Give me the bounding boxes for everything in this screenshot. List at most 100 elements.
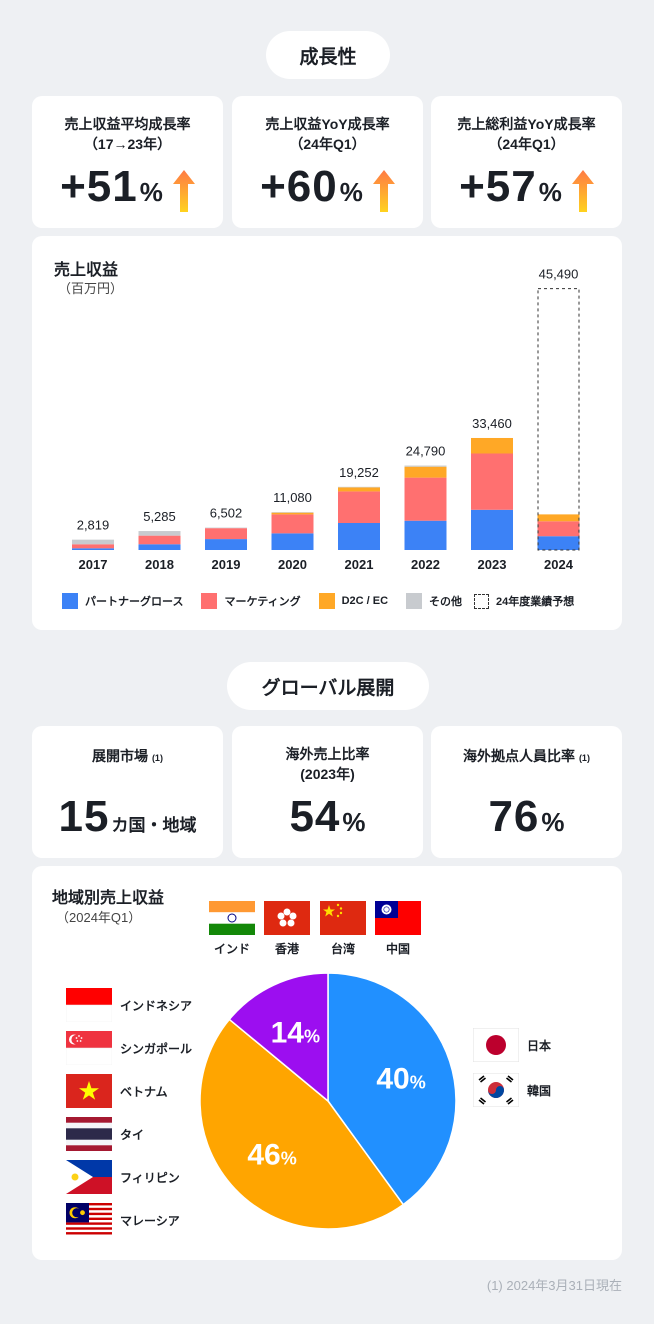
flag-india: インド [208,901,256,957]
kpi-value-row: 54 % [232,792,423,842]
bar-segment-partner [72,548,114,550]
kpi-unit: % [139,177,163,207]
kpi-title: 海外売上比率 (2023年) [232,744,423,785]
bar-segment-d2c [404,466,447,478]
bar-segment-partner [471,509,513,550]
bar-segment-other [138,531,181,536]
kpi-card-yoy-gross-profit: 売上総利益YoY成長率 （24年Q1） +57 % [431,96,622,228]
vietnam-flag-icon [66,1074,112,1108]
section-title-text: 成長性 [299,46,357,68]
bar-segment-marketing [404,477,447,521]
kpi-unit: % [339,177,363,207]
korea-flag-icon [473,1073,519,1107]
bar-segment-marketing [471,453,513,510]
india-flag-icon [209,901,255,935]
japan-flag-icon [473,1028,519,1062]
singapore-flag-icon [66,1031,112,1065]
bar-segment-d2c [471,437,513,454]
legend-swatch [201,593,218,609]
flag-label: タイ [120,1127,145,1142]
x-tick-label: 2022 [411,557,440,572]
flag-label: 台湾 [330,942,355,956]
legend-item-d2c: D2C / EC [318,593,388,609]
kpi-unit: % [538,177,562,207]
flag-row-philippines: フィリピン [66,1160,180,1194]
pie-slice [228,972,329,1103]
chart-subtitle: （2024年Q1） [56,910,142,925]
kpi-title-line2: （17→23年） [83,136,172,153]
x-tick-label: 2020 [278,557,307,572]
bar-segment-marketing [338,491,380,523]
bar-segment-partner [271,533,314,550]
kpi-value: +60 [260,162,338,211]
flag-taiwan-label: 台湾 [319,901,367,957]
kpi-value: +51 [60,162,138,211]
bar-total-label: 19,252 [339,465,379,480]
x-tick-label: 2024 [544,557,574,572]
flag-label: フィリピン [120,1170,180,1185]
legend-label: マーケティング [224,596,301,608]
kpi-unit: % [342,807,366,837]
malaysia-flag-icon [66,1203,112,1237]
chart-legend: パートナーグロース マーケティング D2C / EC その他 24年度業績予想 [62,593,574,609]
kpi-value: 15 [58,792,110,841]
kpi-title-line2: (2023年) [300,766,355,783]
bar-total-label: 33,460 [472,416,512,431]
flag-label: 香港 [274,942,299,956]
kpi-title: 海外拠点人員比率 (1) [431,746,622,766]
revenue-bar-chart: 2,819 2017 5,285 2018 6,502 2019 11,080 2020 19,… [72,267,580,572]
x-tick-label: 2023 [478,557,507,572]
legend-item-marketing: マーケティング [201,593,301,609]
bar-segment-other [338,486,380,488]
kpi-title: 売上収益平均成長率 （17→23年） [32,114,223,155]
kpi-value: 54 [289,792,341,841]
flag-row-malaysia: マレーシア [66,1203,180,1237]
kpi-card-markets: 展開市場 (1) 15 カ国・地域 [32,726,223,858]
footnote: (1) 2024年3月31日現在 [486,1278,622,1293]
section-title-growth: 成長性 [266,31,390,79]
revenue-chart-card: 売上収益 （百万円） 2,819 2017 5,285 2018 6,502 2019 11… [32,236,622,630]
x-tick-label: 2017 [79,557,108,572]
x-tick-label: 2019 [212,557,241,572]
bar-segment-marketing [271,514,314,534]
bar-segment-partner [404,520,447,550]
flag-row-thailand: タイ [66,1117,144,1151]
legend-label: 24年度業績予想 [496,596,575,608]
chart-subtitle: （百万円） [58,281,124,296]
kpi-card-yoy-revenue: 売上収益YoY成長率 （24年Q1） +60 % [232,96,423,228]
legend-swatch [474,593,490,609]
kpi-value-row: +57 % [431,162,622,212]
bar-total-label: 5,285 [143,509,176,524]
bar-segment-marketing [138,535,181,545]
forecast-bar-outline [537,288,580,551]
kpi-value-row: +51 % [32,162,223,212]
bar-segment-partner [138,544,181,550]
bar-segment-partner [205,539,247,550]
pie-slice-label: 14% [271,1017,320,1050]
x-tick-label: 2021 [345,557,374,572]
bar-total-label: 6,502 [210,506,243,521]
kpi-value-row: 15 カ国・地域 [32,792,223,842]
pie-slice [199,1018,405,1230]
flag-china-label: 中国 [374,901,422,957]
china-flag-icon [320,901,366,935]
bar-segment-marketing [537,521,580,537]
up-arrow-icon [172,170,195,212]
bar-total-label: 24,790 [406,444,446,459]
kpi-title-line1: 展開市場 [92,748,149,764]
kpi-title-line1: 海外拠点人員比率 [463,748,576,764]
bar-segment-other [404,465,447,467]
kpi-value-row: 76 % [431,792,622,842]
pie-slice [327,972,457,1206]
philippines-flag-icon [66,1160,112,1194]
chart-title: 売上収益 [54,262,119,279]
kpi-title: 売上収益YoY成長率 （24年Q1） [232,114,423,155]
thailand-flag-icon [66,1117,112,1151]
kpi-card-overseas-revenue: 海外売上比率 (2023年) 54 % [232,726,423,858]
flag-hong-kong: 香港 [263,901,311,957]
chart-title: 地域別売上収益 [52,890,165,907]
bar-segment-marketing [72,544,114,549]
bar-segment-other [205,527,247,529]
flag-label: インド [213,942,250,956]
kpi-value-row: +60 % [232,162,423,212]
